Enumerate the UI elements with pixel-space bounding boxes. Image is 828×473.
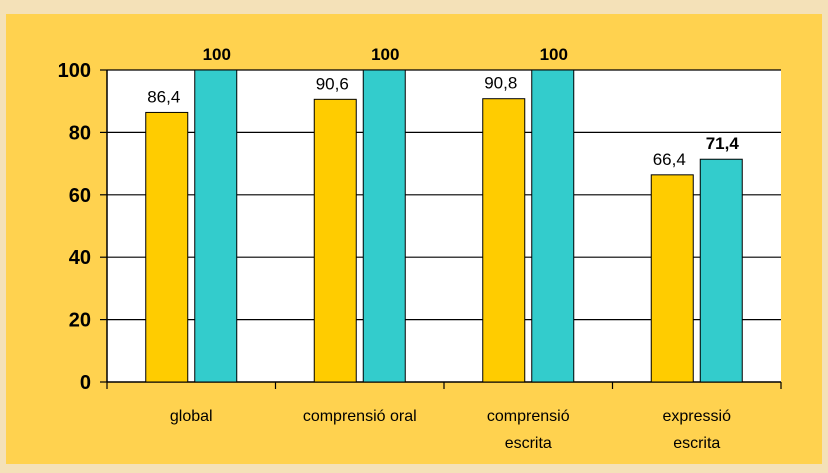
- x-tick-label: expressió escrita: [663, 408, 732, 452]
- data-label: 71,4: [706, 134, 740, 153]
- y-tick-label: 100: [58, 60, 91, 82]
- y-tick-label: 40: [69, 247, 91, 269]
- x-tick-label: comprensió oral: [303, 408, 417, 425]
- data-label: 66,4: [653, 150, 686, 169]
- bar: [531, 69, 575, 383]
- chart-frame: 0 20 40 60 80 100 86,4 90,6 90,8 66,4 100 100 100 71,…: [6, 14, 822, 464]
- data-label: 86,4: [147, 87, 180, 106]
- y-tick-label: 0: [80, 372, 91, 394]
- bar: [650, 174, 694, 383]
- bar: [145, 111, 189, 383]
- x-tick-label-line: global: [170, 408, 213, 425]
- y-tick-label: 80: [69, 122, 91, 144]
- x-tick-label: global: [170, 408, 213, 425]
- data-label: 100: [540, 45, 568, 64]
- data-label: 90,6: [316, 74, 349, 93]
- bar: [699, 158, 743, 383]
- y-tick-label: 20: [69, 310, 91, 332]
- bar: [362, 69, 406, 383]
- x-tick-label-line: comprensió oral: [303, 408, 417, 425]
- x-tick-label: comprensió escrita: [487, 408, 570, 452]
- bar-chart: 0 20 40 60 80 100 86,4 90,6 90,8 66,4 100 100 100 71,…: [58, 45, 782, 452]
- bar: [482, 98, 526, 383]
- x-tick-label-line: escrita: [505, 435, 552, 452]
- x-tick-label-line: expressió: [663, 408, 732, 425]
- x-tick-label-line: comprensió: [487, 408, 570, 425]
- bar: [194, 69, 238, 383]
- data-label: 100: [203, 45, 231, 64]
- bar: [313, 98, 357, 383]
- x-tick-label-line: escrita: [673, 435, 720, 452]
- data-label: 100: [371, 45, 399, 64]
- data-label: 90,8: [484, 74, 517, 93]
- y-tick-label: 60: [69, 185, 91, 207]
